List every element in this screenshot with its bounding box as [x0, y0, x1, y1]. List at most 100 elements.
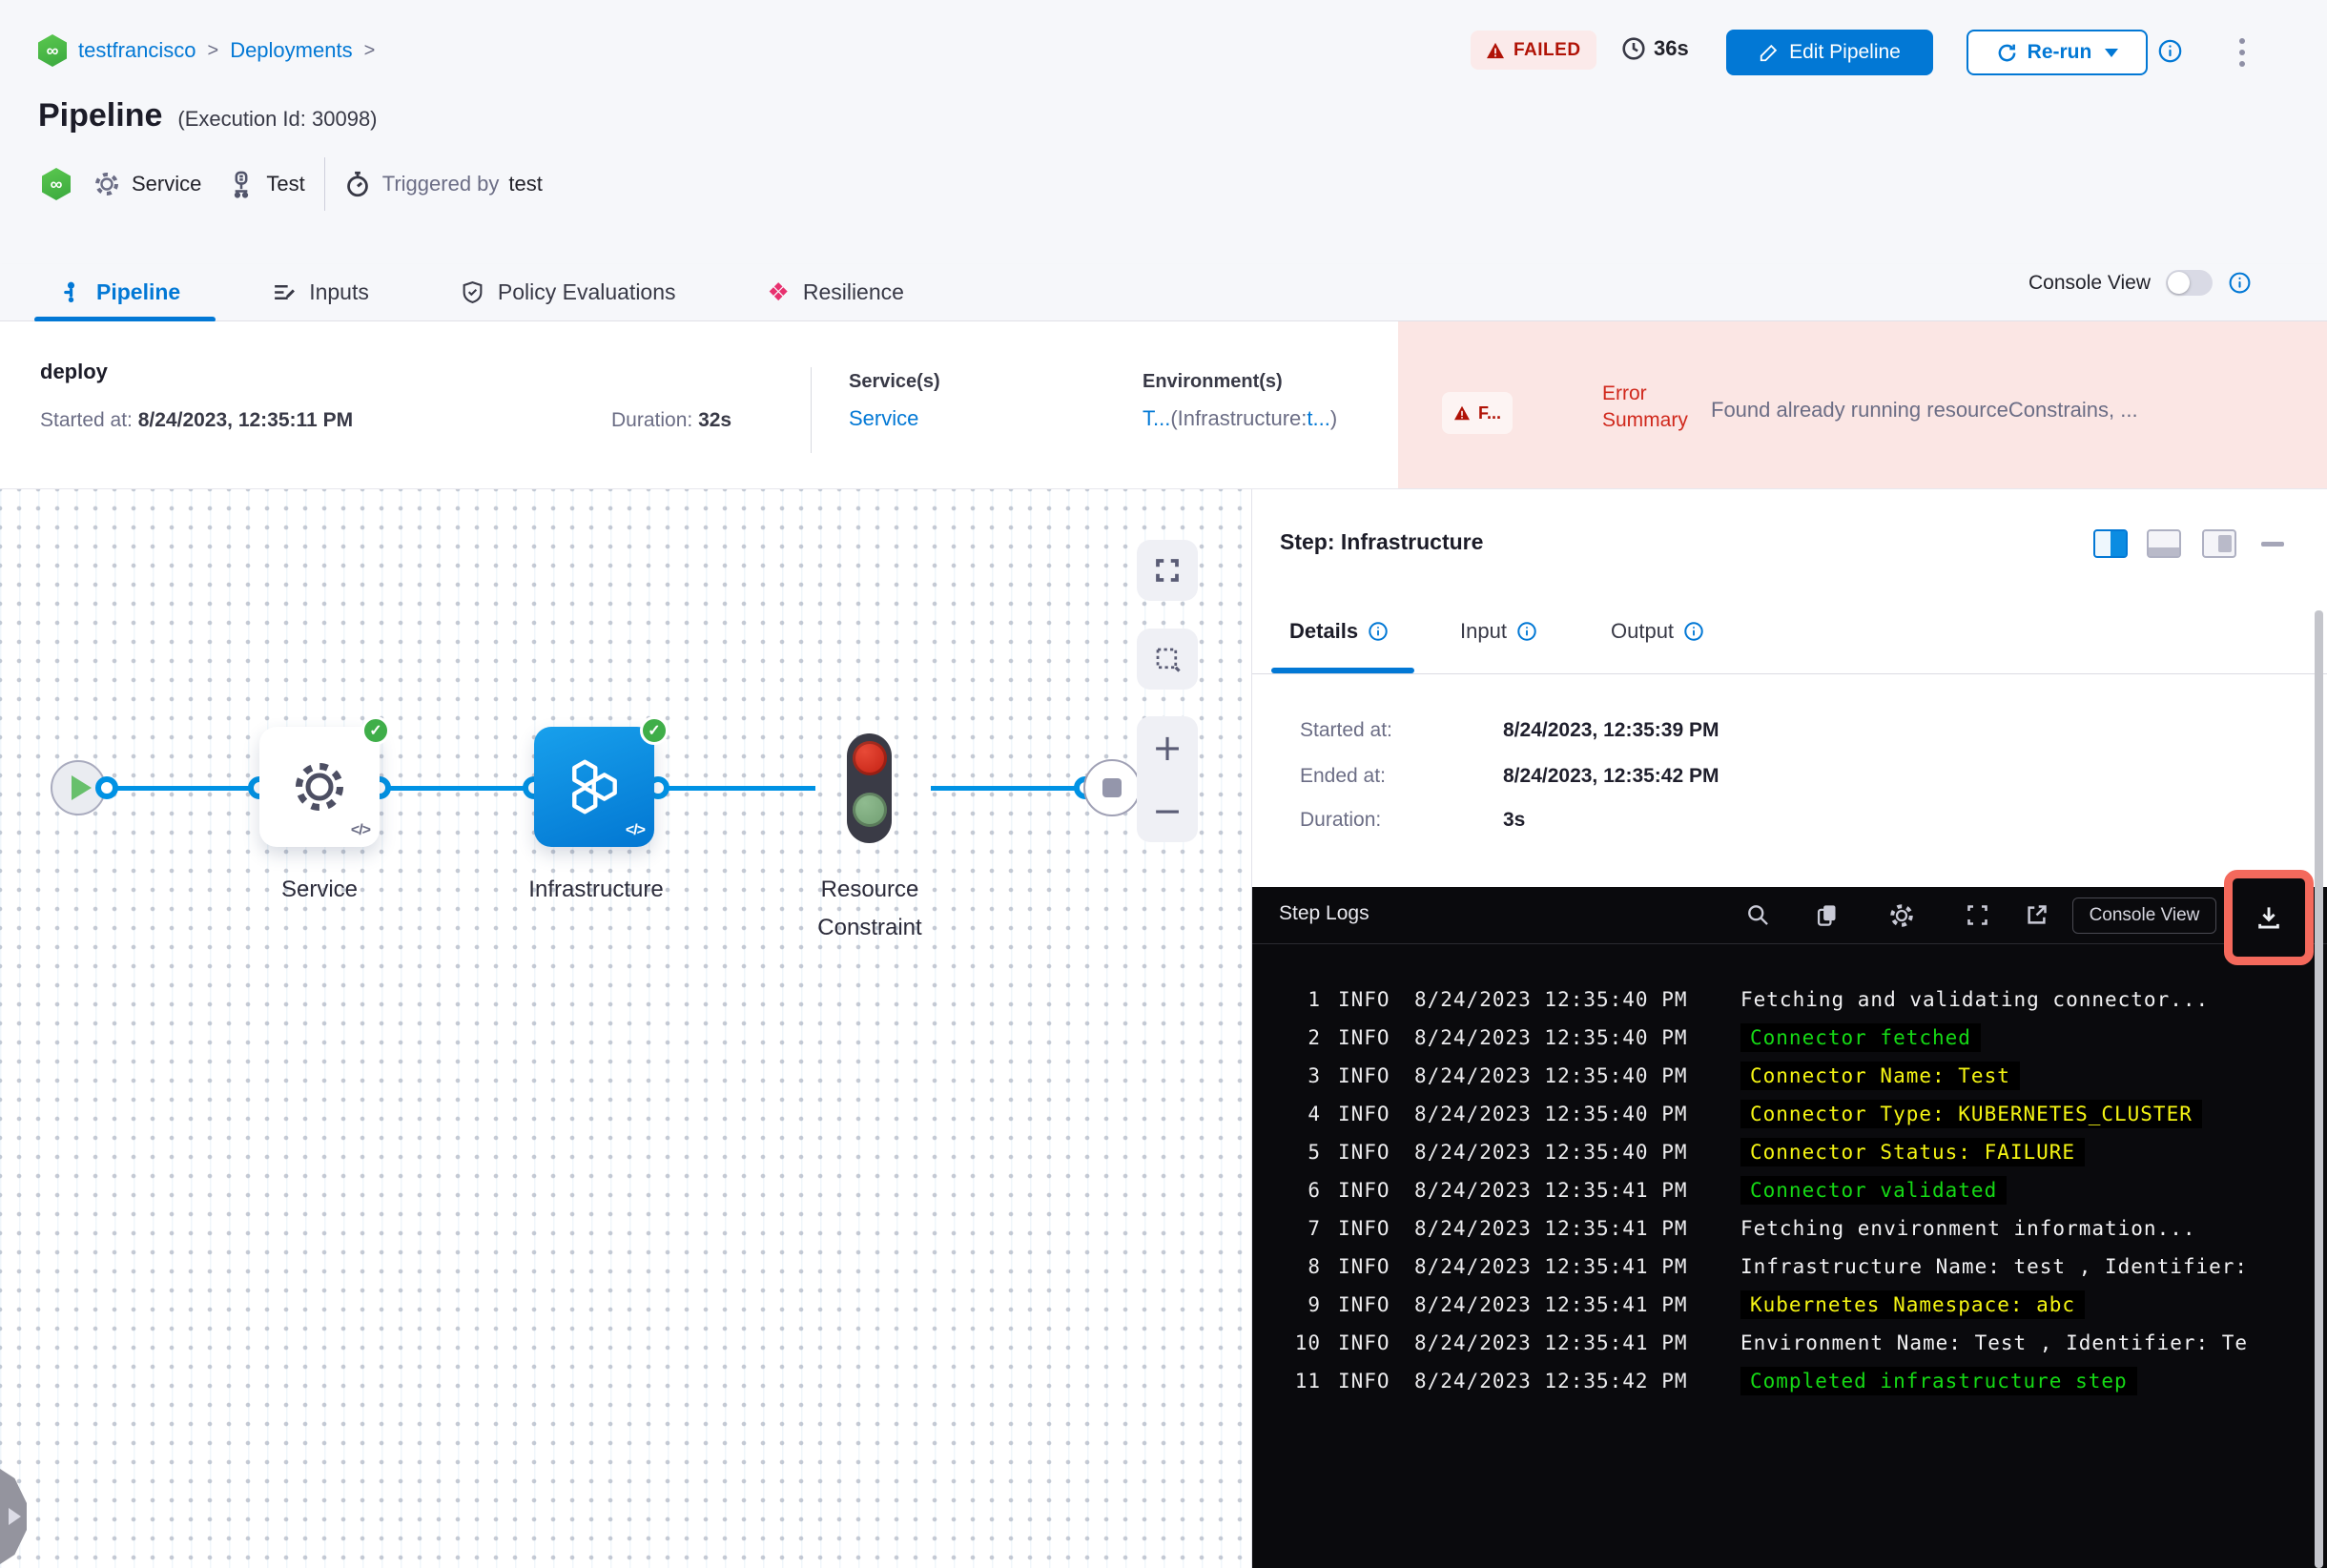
harness-module-icon: ∞ [42, 168, 71, 200]
tab-pipeline[interactable]: Pipeline [59, 279, 180, 305]
chevron-right-icon [8, 1508, 21, 1525]
status-badge: FAILED [1471, 31, 1596, 70]
minimize-panel-button[interactable] [2261, 542, 2284, 547]
service-name[interactable]: Service [132, 172, 202, 196]
edge-line [658, 786, 815, 791]
node-label-service: Service [280, 877, 359, 902]
stage-name: deploy [40, 360, 108, 383]
download-highlight-annotation [2224, 870, 2314, 965]
gear-icon [296, 763, 343, 811]
console-view-button[interactable]: Console View [2072, 897, 2216, 934]
fullscreen-button[interactable] [1137, 540, 1198, 601]
fullscreen-icon [1156, 559, 1179, 582]
execution-summary-bar: deploy Started at: 8/24/2023, 12:35:11 P… [0, 321, 2327, 489]
step-logs-panel: Step Logs Console View 1 INFO 8/24/2 [1252, 887, 2327, 1568]
tab-details[interactable]: Details [1289, 619, 1389, 644]
stop-icon [1102, 778, 1122, 797]
rerun-button[interactable]: Re-run [1967, 30, 2148, 75]
log-line: 6 INFO 8/24/2023 12:35:41 PM Connector vali… [1252, 1171, 2317, 1209]
breadcrumb: ∞ testfrancisco > Deployments > [38, 34, 375, 67]
log-line: 1 INFO 8/24/2023 12:35:40 PM Fetching and v… [1308, 988, 2210, 1011]
search-icon[interactable] [1745, 902, 1771, 928]
console-view-label: Console View [2028, 271, 2152, 294]
layout-vertical-split-button[interactable] [2093, 529, 2128, 558]
download-logs-button[interactable] [2255, 903, 2283, 932]
chevron-down-icon[interactable] [2105, 48, 2119, 57]
started-at: Started at: 8/24/2023, 12:35:11 PM [40, 409, 354, 431]
infrastructure-link[interactable]: t... [1307, 406, 1330, 430]
breadcrumb-deployments-link[interactable]: Deployments [230, 38, 353, 62]
step-logs-title: Step Logs [1279, 902, 1369, 924]
info-icon[interactable] [1368, 621, 1389, 642]
code-badge: </> [350, 822, 371, 838]
node-service[interactable]: </> [259, 727, 380, 847]
info-icon[interactable] [2228, 271, 2252, 295]
error-summary-label: Error Summary [1602, 382, 1688, 431]
log-line: 10 INFO 8/24/2023 12:35:41 PM Environment N… [1294, 1331, 2249, 1354]
inputs-icon [275, 285, 296, 299]
panel-scrollbar[interactable] [2315, 610, 2323, 1568]
divider [811, 367, 812, 453]
warning-icon [1454, 405, 1470, 421]
node-label-infrastructure: Infrastructure [528, 877, 664, 902]
node-resource-constraint[interactable] [847, 733, 892, 843]
info-icon[interactable] [1683, 621, 1704, 642]
environment-link[interactable]: T... [1143, 406, 1171, 430]
zoom-controls: + − [1137, 716, 1198, 842]
tab-inputs[interactable]: Inputs [272, 279, 369, 305]
layout-horizontal-split-button[interactable] [2147, 529, 2181, 558]
triggered-by-label: Triggered by [381, 172, 500, 196]
edit-pipeline-button[interactable]: Edit Pipeline [1726, 30, 1933, 75]
download-icon [2258, 907, 2279, 929]
settings-gear-icon[interactable] [1888, 902, 1915, 929]
end-node[interactable] [1083, 759, 1141, 816]
log-lines: 1 INFO 8/24/2023 12:35:40 PM Fetching and v… [1252, 980, 2317, 1568]
gear-icon [93, 171, 120, 197]
console-view-toggle[interactable] [2166, 270, 2214, 296]
refresh-icon [1998, 44, 2016, 61]
play-icon [71, 775, 92, 800]
title-row: Pipeline (Execution Id: 30098) [38, 97, 378, 134]
chevron-right-icon: > [207, 39, 219, 61]
service-link[interactable]: Service [849, 406, 919, 430]
error-summary-message: Found already running resourceConstrains… [1711, 398, 2138, 422]
log-line: 5 INFO 8/24/2023 12:35:40 PM Connector Stat… [1252, 1133, 2317, 1171]
step-panel-title: Step: Infrastructure [1280, 529, 1484, 554]
info-icon[interactable] [1516, 621, 1537, 642]
service-entity-icon [228, 170, 255, 198]
tab-resilience[interactable]: ❖ Resilience [767, 278, 904, 307]
shield-check-icon [463, 280, 483, 304]
execution-id: (Execution Id: 30098) [177, 107, 378, 131]
zoom-in-button[interactable]: + [1152, 727, 1183, 769]
detail-row-started: Started at: 8/24/2023, 12:35:39 PM [1300, 719, 1720, 741]
pipeline-graph-canvas[interactable]: </> ✓ </> ✓ Service Infrastructure Resou… [0, 489, 1251, 1568]
status-text: FAILED [1514, 39, 1581, 60]
tab-input[interactable]: Input [1460, 619, 1537, 644]
info-icon[interactable] [2157, 38, 2183, 64]
more-options-menu[interactable] [2235, 34, 2249, 71]
trigger-entity-name[interactable]: Test [266, 172, 305, 196]
triggered-by-link[interactable]: test [508, 172, 543, 196]
node-infrastructure[interactable]: </> [534, 727, 654, 847]
copy-icon[interactable] [1814, 902, 1840, 928]
success-check-icon: ✓ [640, 716, 669, 745]
edge-line [107, 786, 259, 791]
red-light-icon [852, 741, 887, 775]
breadcrumb-account-link[interactable]: testfrancisco [78, 38, 196, 62]
execution-meta-row: ∞ Service Test Triggered by test [42, 157, 543, 211]
marquee-select-button[interactable] [1137, 629, 1198, 690]
expand-icon[interactable] [1965, 902, 1990, 928]
clock-icon [1622, 37, 1645, 60]
error-status-badge: F... [1442, 392, 1514, 434]
marquee-icon [1156, 648, 1181, 672]
tab-policy-evaluations[interactable]: Policy Evaluations [461, 279, 676, 305]
zoom-out-button[interactable]: − [1152, 790, 1183, 832]
code-badge: </> [625, 822, 646, 838]
log-line: 9 INFO 8/24/2023 12:35:41 PM Kubernetes Nam… [1252, 1286, 2317, 1324]
log-line: 2 INFO 8/24/2023 12:35:40 PM Connector fetc… [1252, 1019, 2317, 1057]
error-summary-zone: F... Error Summary Found already running… [1398, 321, 2327, 488]
open-external-icon[interactable] [2024, 902, 2049, 928]
step-logs-header: Step Logs Console View [1252, 887, 2327, 944]
layout-right-panel-button[interactable] [2202, 529, 2236, 558]
tab-output[interactable]: Output [1611, 619, 1704, 644]
